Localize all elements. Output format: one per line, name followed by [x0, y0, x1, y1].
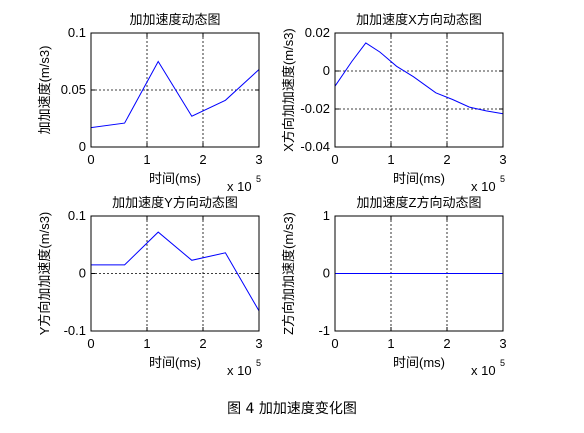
x-tick-label: 3 — [255, 336, 262, 351]
x-tick-label: 0 — [331, 336, 338, 351]
y-axis-label: X方向加加速度(m/s3) — [281, 28, 296, 152]
x-tick-label: 2 — [443, 336, 450, 351]
x-tick-label: 2 — [443, 152, 450, 167]
x-axis-multiplier: x 10 — [471, 179, 496, 194]
x-tick-label: 0 — [331, 152, 338, 167]
chart-title: 加加速度Z方向动态图 — [357, 195, 482, 210]
x-tick-label: 3 — [499, 152, 506, 167]
y-tick-label: 0 — [323, 266, 330, 281]
y-tick-label: 0.1 — [68, 25, 86, 40]
axes-frame — [334, 32, 504, 148]
y-tick-label: 0 — [79, 266, 86, 281]
x-axis-label: 时间(ms) — [149, 171, 201, 186]
axes-frame — [90, 215, 260, 332]
axes-frame — [334, 215, 504, 332]
chart-title: 加加速度Y方向动态图 — [112, 195, 238, 210]
x-axis-multiplier-exponent: 5 — [256, 174, 261, 184]
x-axis-multiplier: x 10 — [227, 363, 252, 378]
y-axis-label: 加加速度(m/s3) — [37, 46, 52, 135]
x-tick-label: 1 — [143, 336, 150, 351]
y-tick-label: -0.02 — [300, 101, 330, 116]
y-tick-label: -0.04 — [300, 139, 330, 154]
x-axis-multiplier-exponent: 5 — [256, 358, 261, 368]
y-tick-label: 0 — [79, 139, 86, 154]
series-line-1 — [90, 60, 260, 129]
x-axis-multiplier-exponent: 5 — [500, 174, 505, 184]
y-axis-label: Y方向加加速度(m/s3) — [37, 212, 52, 336]
x-axis-multiplier-exponent: 5 — [500, 358, 505, 368]
y-tick-label: 0 — [323, 63, 330, 78]
x-tick-label: 2 — [199, 336, 206, 351]
x-tick-label: 1 — [387, 336, 394, 351]
y-tick-label: 0.05 — [61, 82, 86, 97]
x-tick-label: 1 — [143, 152, 150, 167]
y-axis-label: Z方向加加速度(m/s3) — [281, 212, 296, 335]
chart-title: 加加速度X方向动态图 — [356, 12, 482, 27]
x-tick-label: 3 — [255, 152, 262, 167]
x-axis-multiplier: x 10 — [227, 179, 252, 194]
x-axis-label: 时间(ms) — [393, 171, 445, 186]
x-axis-label: 时间(ms) — [149, 355, 201, 370]
axes-frame — [90, 32, 260, 148]
y-tick-label: 0.02 — [305, 25, 330, 40]
y-tick-label: 0.1 — [68, 208, 86, 223]
x-axis-multiplier: x 10 — [471, 363, 496, 378]
x-axis-label: 时间(ms) — [393, 355, 445, 370]
y-tick-label: 1 — [323, 208, 330, 223]
figure-caption: 图 4 加加速度变化图 — [227, 401, 357, 417]
chart-title: 加加速度动态图 — [129, 12, 220, 27]
x-tick-label: 2 — [199, 152, 206, 167]
x-tick-label: 1 — [387, 152, 394, 167]
x-tick-label: 3 — [499, 336, 506, 351]
y-tick-label: -1 — [318, 323, 330, 338]
y-tick-label: -0.1 — [64, 323, 86, 338]
x-tick-label: 0 — [87, 152, 94, 167]
series-line-1 — [334, 42, 504, 115]
plot-area — [335, 33, 503, 147]
series-line-1 — [91, 231, 260, 312]
x-tick-label: 0 — [87, 336, 94, 351]
